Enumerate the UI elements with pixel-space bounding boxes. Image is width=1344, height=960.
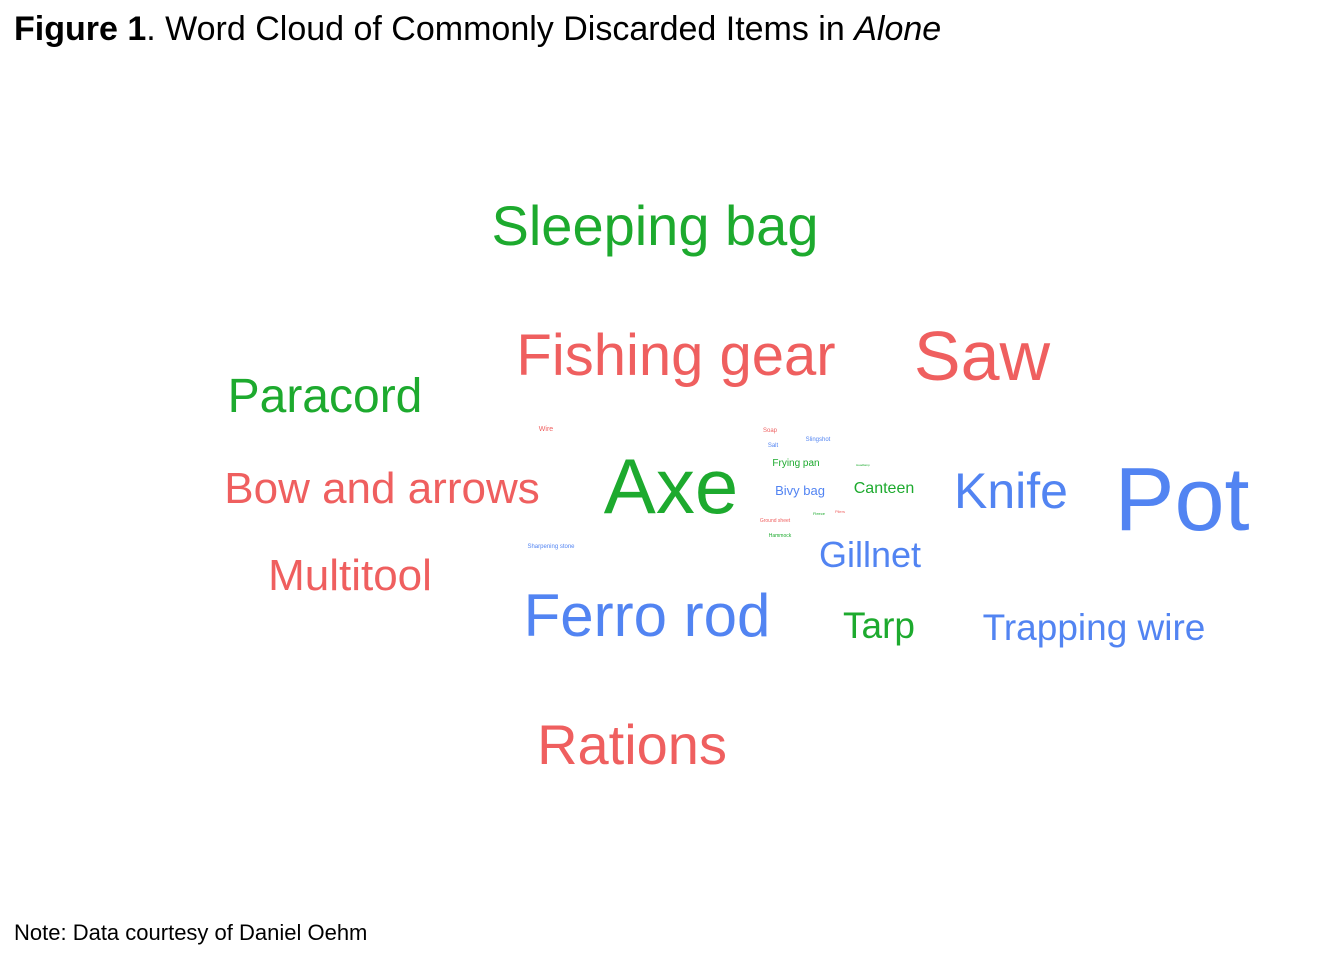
word-ground-sheet: Ground sheet — [760, 518, 791, 524]
word-headlamp: Headlamp — [856, 463, 870, 467]
word-sharpening-stone: Sharpening stone — [527, 544, 575, 550]
word-slingshot: Slingshot — [806, 437, 831, 443]
word-trapping-wire: Trapping wire — [983, 607, 1206, 648]
word-axe: Axe — [604, 442, 738, 530]
word-saw: Saw — [914, 317, 1051, 395]
word-tarp: Tarp — [843, 605, 915, 646]
figure-title-separator: . — [146, 10, 166, 48]
word-multitool: Multitool — [268, 551, 432, 600]
word-rations: Rations — [537, 713, 727, 776]
figure-label: Figure 1 — [14, 10, 147, 48]
word-pliers: Pliers — [835, 509, 845, 514]
word-soap: Soap — [763, 428, 778, 434]
word-ferro-rod: Ferro rod — [524, 582, 771, 649]
word-sleeping-bag: Sleeping bag — [492, 194, 819, 257]
word-canteen: Canteen — [854, 480, 915, 497]
figure-title: Figure 1. Word Cloud of Commonly Discard… — [14, 10, 941, 49]
word-bow-and-arrows: Bow and arrows — [224, 464, 539, 513]
figure-title-italic: Alone — [854, 10, 942, 48]
word-frying-pan: Frying pan — [772, 458, 819, 469]
word-hammock: Hammock — [769, 533, 792, 539]
data-note: Note: Data courtesy of Daniel Oehm — [14, 920, 368, 945]
word-gillnet: Gillnet — [819, 534, 921, 575]
word-paracord: Paracord — [228, 370, 423, 423]
figure-title-text: Word Cloud of Commonly Discarded Items i… — [165, 10, 855, 48]
word-fleece: Fleece — [813, 511, 826, 516]
word-wire: Wire — [539, 426, 553, 433]
word-salt: Salt — [768, 443, 779, 449]
word-knife: Knife — [954, 463, 1068, 519]
word-pot: Pot — [1114, 450, 1249, 550]
word-fishing-gear: Fishing gear — [516, 323, 835, 388]
word-bivy-bag: Bivy bag — [775, 483, 825, 498]
